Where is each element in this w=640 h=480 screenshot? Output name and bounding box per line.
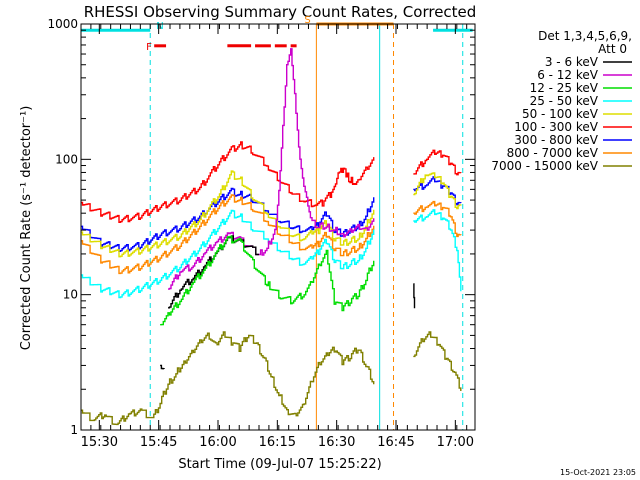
legend-entry-label: 800 - 7000 keV xyxy=(507,146,599,160)
series-line xyxy=(81,331,375,426)
legend-entry-label: 25 - 50 keV xyxy=(530,94,599,108)
series-line xyxy=(413,176,462,206)
series-line xyxy=(413,209,462,292)
x-tick-label: 16:45 xyxy=(377,435,414,450)
legend-entry-label: 12 - 25 keV xyxy=(530,81,599,95)
x-tick-label: 16:00 xyxy=(199,435,236,450)
series-line xyxy=(413,200,462,238)
x-tick-label: 17:00 xyxy=(437,435,474,450)
chart-title: RHESSI Observing Summary Count Rates, Co… xyxy=(84,3,477,21)
series-line xyxy=(413,331,462,391)
series-line xyxy=(413,149,462,176)
series-line xyxy=(81,194,375,275)
plot-frame xyxy=(80,23,476,431)
x-tick-label: 15:30 xyxy=(81,435,118,450)
status-bar-label: S xyxy=(304,15,310,26)
y-tick-label: 1 xyxy=(70,423,78,437)
timestamp: 15-Oct-2021 23:05 xyxy=(560,468,636,477)
y-tick-label: 10 xyxy=(63,288,78,302)
series-line xyxy=(81,170,375,258)
y-tick-label: 1000 xyxy=(47,17,78,31)
series-line xyxy=(81,141,375,223)
legend-header-detectors: Det 1,3,4,5,6,9, xyxy=(538,29,632,43)
series-line xyxy=(413,172,462,210)
axis-ticks: 1 10 100 1000 15:30 15:45 16:00 16:15 16:30 16:45… xyxy=(47,17,475,450)
x-tick-label: 16:15 xyxy=(259,435,296,450)
y-axis-label: Corrected Count Rate (s⁻¹ detector⁻¹) xyxy=(19,106,34,351)
x-tick-label: 15:45 xyxy=(140,435,177,450)
legend-entry-label: 50 - 100 keV xyxy=(522,107,599,121)
legend-header-attenuator: Att 0 xyxy=(598,42,627,56)
legend-entry-label: 3 - 6 keV xyxy=(545,55,599,69)
legend-entry-label: 6 - 12 keV xyxy=(537,68,599,82)
series-line xyxy=(160,235,375,326)
y-tick-label: 100 xyxy=(55,152,78,166)
legend-entry-label: 7000 - 15000 keV xyxy=(491,159,598,173)
series-line xyxy=(160,364,165,370)
legend-entry-label: 300 - 800 keV xyxy=(514,133,598,147)
status-bar-label: F xyxy=(146,42,152,53)
x-axis-label: Start Time (09-Jul-07 15:25:22) xyxy=(178,457,381,472)
series-layer xyxy=(81,48,462,426)
series-line xyxy=(413,283,416,309)
series-line xyxy=(81,209,375,299)
x-tick-label: 16:30 xyxy=(318,435,355,450)
legend-entry-label: 100 - 300 keV xyxy=(514,120,598,134)
series-line xyxy=(168,48,375,290)
